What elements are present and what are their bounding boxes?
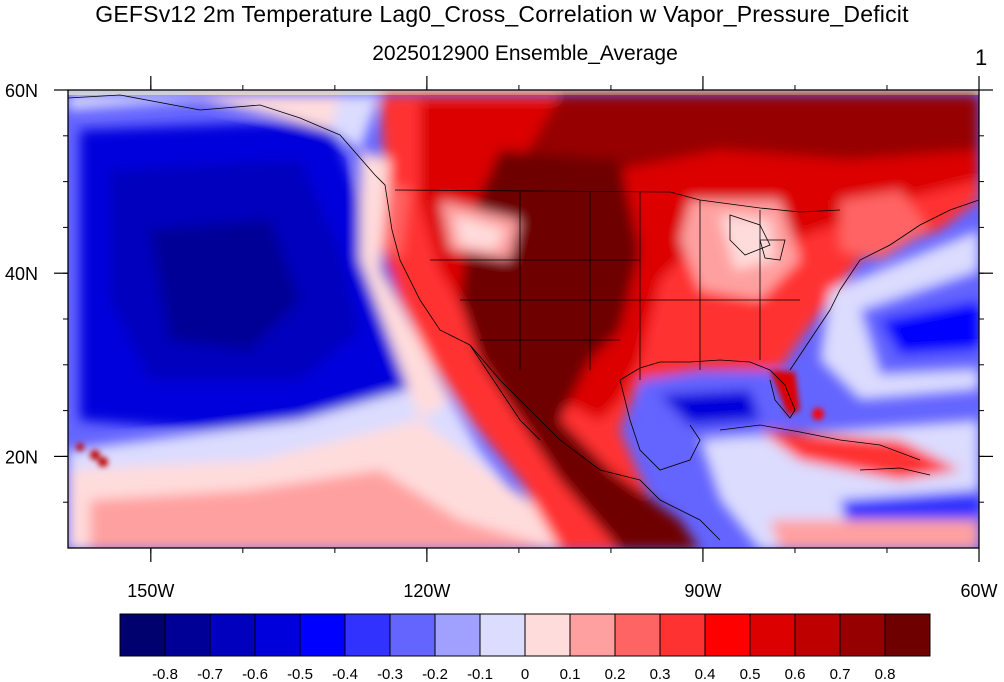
lat-tick-label: 60N [5,81,38,101]
colorbar-swatch [119,613,166,657]
colorbar-label: 0.2 [605,666,626,682]
colorbar-label: -0.6 [242,666,268,682]
colorbar-label: 0.6 [785,666,806,682]
colorbar-labels: -0.8 -0.7 -0.6 -0.5 -0.4 -0.3 -0.2 -0.1 0 0.1 0.2 0… [152,666,895,682]
lat-tick-label: 20N [5,447,38,467]
colorbar-label: -0.4 [332,666,358,682]
colorbar-swatch [524,613,571,657]
colorbar-label: 0.7 [830,666,851,682]
colorbar-label: 0.8 [875,666,896,682]
chart-subtitle: 2025012900 Ensemble_Average [372,42,678,65]
colorbar-label: 0.4 [695,666,716,682]
colorbar-swatch [614,613,661,657]
colorbar-swatch [209,613,256,657]
colorbar-swatch [164,613,211,657]
colorbar-swatch [299,613,346,657]
correlation-field [68,90,979,548]
colorbar-label: -0.2 [422,666,448,682]
coastlines [68,94,979,541]
colorbar-swatch [704,613,751,657]
colorbar-swatch [569,613,616,657]
colorbar-swatch [884,613,931,657]
lon-tick-label: 90W [684,581,721,601]
colorbar-label: 0.5 [740,666,761,682]
colorbar-label: -0.1 [467,666,493,682]
chart-title: GEFSv12 2m Temperature Lag0_Cross_Correl… [95,1,909,27]
colorbar-label: 0.3 [650,666,671,682]
lon-tick-label: 120W [403,581,450,601]
colorbar-swatch [839,613,886,657]
colorbar-swatch [749,613,796,657]
colorbar-label: 0.1 [560,666,581,682]
axis-tick-labels: 150W 120W 90W 60W 60N 40N 20N [5,81,998,601]
colorbar-swatch [254,613,301,657]
lon-tick-label: 60W [960,581,997,601]
colorbar-swatch [434,613,481,657]
colorbar-label: -0.8 [152,666,178,682]
axis-ticks [54,76,993,562]
colorbar-label: -0.5 [287,666,313,682]
lat-tick-label: 40N [5,264,38,284]
colorbar-swatch [479,613,526,657]
colorbar-label: -0.3 [377,666,403,682]
panel-number: 1 [975,45,988,70]
colorbar-swatch [344,613,391,657]
colorbar-label: 0 [521,666,529,682]
colorbar-swatch [659,613,706,657]
colorbar-swatch [794,613,841,657]
lon-tick-label: 150W [127,581,174,601]
colorbar-label: -0.7 [197,666,223,682]
colorbar [119,613,931,657]
colorbar-swatch [389,613,436,657]
